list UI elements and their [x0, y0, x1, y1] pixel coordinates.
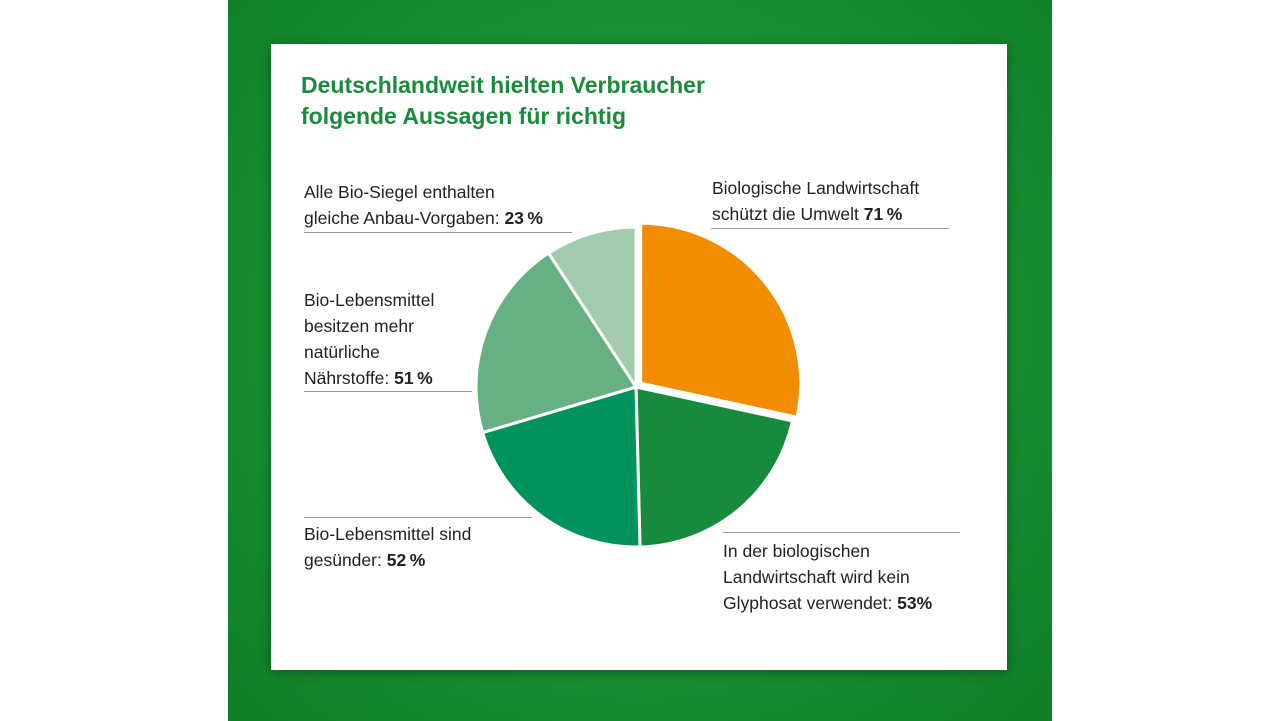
pie-chart: [474, 221, 803, 549]
slice-label-gesuender-line-2: gesünder:: [304, 550, 382, 570]
leader-line-gesuender: [304, 517, 532, 518]
slice-label-glyphosat-line-3: Glyphosat verwendet:: [723, 593, 893, 613]
slice-value-umwelt: 71 %: [863, 204, 903, 224]
slice-value-naehrstoffe: 51 %: [394, 368, 433, 388]
slice-label-naehrstoffe-line-2: besitzen mehr: [304, 316, 414, 336]
pie-slice-umwelt: [639, 221, 803, 419]
chart-title-line-1: Deutschlandweit hielten Verbraucher: [301, 72, 705, 98]
slice-label-umwelt: Biologische Landwirtschaft schützt die U…: [712, 175, 919, 227]
slice-value-glyphosat: 53%: [897, 593, 933, 613]
leader-line-siegel: [304, 232, 572, 233]
slice-label-naehrstoffe-line-1: Bio-Lebensmittel: [304, 290, 435, 310]
slice-value-gesuender: 52 %: [386, 550, 426, 570]
pie-slice-siegel: [547, 225, 638, 389]
leader-line-naehrstoffe: [304, 391, 472, 392]
pie-slice-naehrstoffe: [474, 251, 638, 435]
slice-label-gesuender-line-1: Bio-Lebensmittel sind: [304, 524, 472, 544]
slice-label-umwelt-line-2: schützt die Umwelt: [712, 204, 859, 224]
slice-label-glyphosat-line-1: In der biologischen: [723, 541, 870, 561]
slice-label-glyphosat: In der biologischen Landwirtschaft wird …: [723, 538, 932, 616]
slice-label-glyphosat-line-2: Landwirtschaft wird kein: [723, 567, 910, 587]
slice-label-gesuender: Bio-Lebensmittel sind gesünder: 52 %: [304, 521, 471, 573]
slice-label-siegel: Alle Bio-Siegel enthalten gleiche Anbau-…: [304, 179, 543, 231]
slice-label-naehrstoffe: Bio-Lebensmittel besitzen mehr natürlich…: [304, 287, 434, 391]
chart-title: Deutschlandweit hielten Verbraucher folg…: [301, 70, 821, 132]
pie-slice-glyphosat: [634, 385, 794, 549]
infographic-card: Deutschlandweit hielten Verbraucher folg…: [271, 44, 1007, 670]
pie-slice-gesuender: [481, 385, 642, 549]
leader-line-glyphosat: [723, 532, 960, 533]
slice-label-naehrstoffe-line-4: Nährstoffe:: [304, 368, 390, 388]
chart-title-line-2: folgende Aussagen für richtig: [301, 103, 627, 129]
slice-value-siegel: 23 %: [504, 208, 543, 228]
leader-line-umwelt: [711, 228, 949, 229]
slice-label-naehrstoffe-line-3: natürliche: [304, 342, 380, 362]
slice-label-siegel-line-1: Alle Bio-Siegel enthalten: [304, 182, 495, 202]
slice-label-siegel-line-2: gleiche Anbau-Vorgaben:: [304, 208, 500, 228]
slice-label-umwelt-line-1: Biologische Landwirtschaft: [712, 178, 920, 198]
